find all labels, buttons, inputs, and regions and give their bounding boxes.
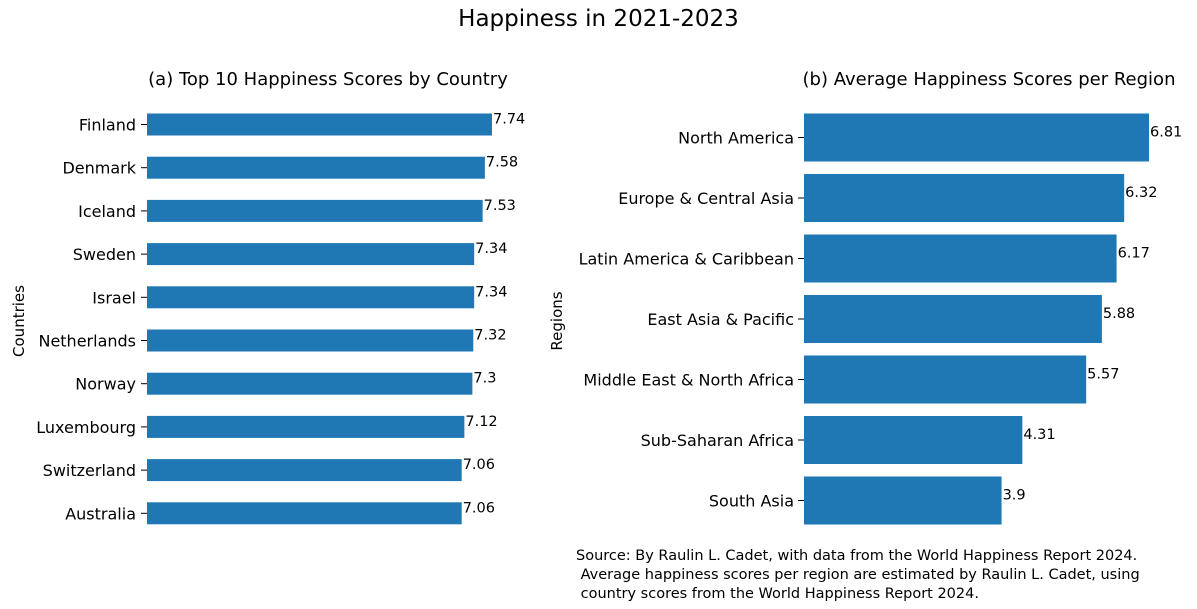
data-label-region-4: 5.57	[1087, 367, 1119, 383]
tick-label-country-0: Finland	[79, 116, 136, 135]
data-label-country-6: 7.3	[473, 371, 496, 387]
bar-region-6	[804, 476, 1002, 525]
bar-country-7	[147, 415, 465, 438]
data-label-country-2: 7.53	[484, 198, 516, 214]
source-note: Source: By Raulin L. Cadet, with data fr…	[576, 548, 1140, 602]
panel-b-region-chart: (b) Average Happiness Scores per Region R…	[548, 69, 1182, 525]
data-label-country-4: 7.34	[475, 284, 507, 300]
data-label-country-7: 7.12	[465, 414, 497, 430]
data-label-country-1: 7.58	[486, 155, 518, 171]
tick-label-region-3: East Asia & Pacific	[647, 310, 794, 329]
tick-label-region-5: Sub-Saharan Africa	[641, 431, 794, 450]
bar-region-1	[804, 174, 1125, 222]
data-label-country-0: 7.74	[493, 112, 525, 128]
tick-label-country-6: Norway	[75, 375, 136, 394]
tick-label-country-8: Switzerland	[43, 461, 136, 480]
data-label-country-3: 7.34	[475, 241, 507, 257]
tick-label-country-3: Sweden	[73, 245, 136, 264]
y-axis-label: Regions	[548, 291, 566, 350]
bar-region-2	[804, 234, 1117, 283]
bar-region-0	[804, 113, 1149, 162]
figure-title: Happiness in 2021-2023	[458, 6, 739, 32]
tick-label-region-0: North America	[678, 129, 794, 148]
tick-label-region-1: Europe & Central Asia	[618, 189, 794, 208]
tick-label-region-4: Middle East & North Africa	[583, 371, 794, 390]
bar-country-1	[147, 156, 485, 179]
bar-country-5	[147, 329, 474, 352]
y-axis-label: Countries	[10, 285, 28, 357]
bar-country-4	[147, 286, 475, 309]
tick-label-country-7: Luxembourg	[36, 418, 136, 437]
tick-label-country-2: Iceland	[78, 202, 136, 221]
chart-title: (a) Top 10 Happiness Scores by Country	[148, 69, 508, 90]
chart-title: (b) Average Happiness Scores per Region	[803, 69, 1176, 90]
data-label-region-6: 3.9	[1003, 488, 1026, 504]
data-label-country-5: 7.32	[474, 328, 506, 344]
data-label-country-8: 7.06	[463, 457, 495, 473]
data-label-region-2: 6.17	[1118, 246, 1150, 262]
data-label-region-1: 6.32	[1125, 185, 1157, 201]
bar-region-4	[804, 355, 1087, 404]
tick-label-country-9: Australia	[65, 504, 136, 523]
data-label-region-3: 5.88	[1103, 306, 1135, 322]
data-label-region-0: 6.81	[1150, 125, 1182, 141]
tick-label-country-5: Netherlands	[38, 332, 136, 351]
bar-country-6	[147, 372, 473, 395]
tick-label-country-4: Israel	[92, 288, 136, 307]
bar-country-3	[147, 243, 475, 266]
data-label-region-5: 4.31	[1023, 427, 1055, 443]
tick-label-region-6: South Asia	[709, 492, 794, 511]
bar-country-9	[147, 502, 462, 525]
bar-country-2	[147, 199, 483, 222]
data-label-country-9: 7.06	[463, 500, 495, 516]
bar-region-3	[804, 295, 1102, 343]
bar-country-8	[147, 459, 462, 482]
bar-country-0	[147, 113, 492, 136]
panel-a-country-chart: (a) Top 10 Happiness Scores by Country Co…	[10, 69, 525, 525]
tick-label-country-1: Denmark	[62, 159, 136, 178]
tick-label-region-2: Latin America & Caribbean	[579, 250, 794, 269]
bar-region-5	[804, 416, 1023, 464]
